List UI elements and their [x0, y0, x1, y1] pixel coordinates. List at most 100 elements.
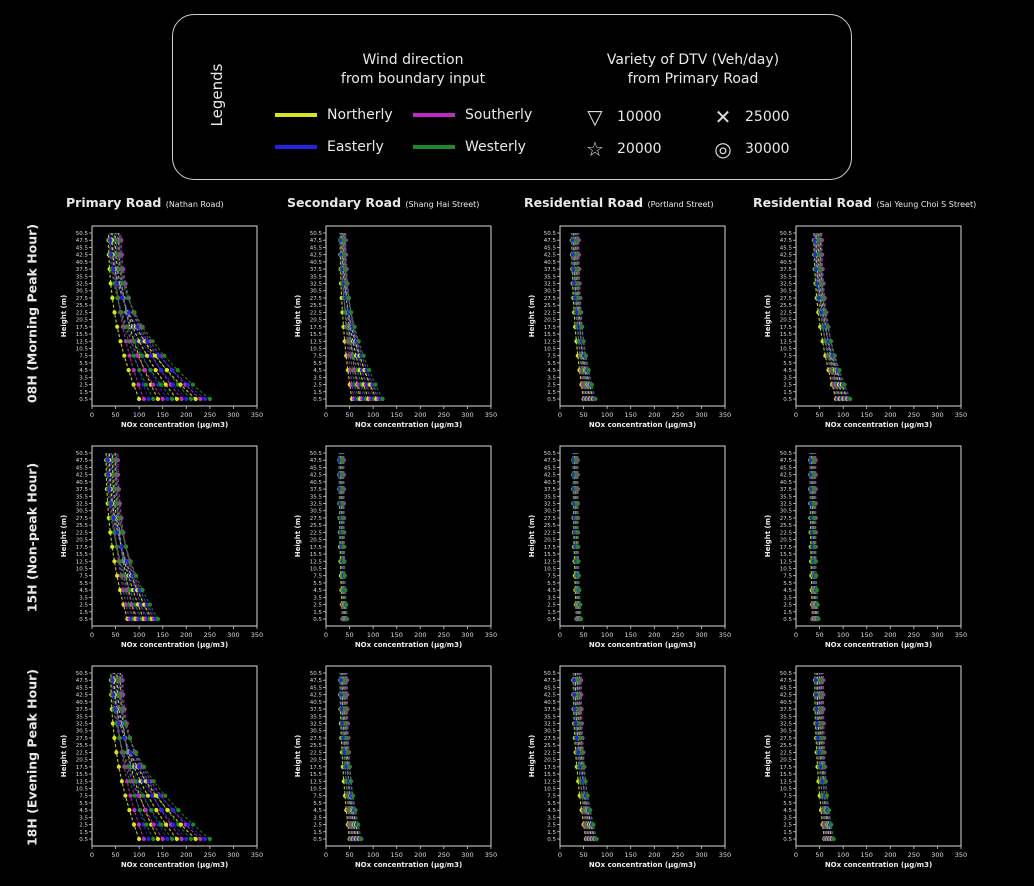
profile-marker — [108, 530, 113, 535]
y-tick-label: 4.5 — [313, 588, 322, 594]
profile-marker — [820, 295, 825, 301]
y-tick-label: 20.5 — [544, 758, 557, 764]
dtv-20000-label: 20000 — [617, 141, 662, 157]
y-tick-label: 47.5 — [76, 678, 89, 684]
profile-marker — [114, 238, 119, 243]
profile-marker — [341, 530, 346, 535]
profile-marker — [151, 382, 156, 387]
profile-marker — [111, 472, 116, 477]
profile-marker — [339, 707, 344, 712]
y-tick-label: 35.5 — [76, 714, 89, 720]
y-tick-label: 5.5 — [313, 801, 322, 807]
y-tick-label: 2.5 — [313, 823, 322, 829]
y-tick-label: 15.5 — [310, 772, 323, 778]
x-tick-label: 200 — [414, 851, 426, 859]
x-axis-label: NOx concentration (μg/m3) — [825, 861, 932, 869]
legend-item-southerly: Southerly — [413, 107, 532, 123]
profile-marker — [581, 764, 586, 769]
profile-marker — [576, 559, 581, 564]
x-tick-label: 100 — [133, 631, 145, 639]
x-tick-label: 250 — [438, 411, 450, 419]
y-tick-label: 35.5 — [780, 274, 793, 280]
profile-marker — [127, 735, 132, 741]
y-axis-label: Height (m) — [294, 515, 302, 557]
profile-marker — [356, 822, 361, 827]
y-tick-label: 3.5 — [547, 815, 556, 821]
profile-marker — [572, 707, 578, 712]
panel-frame — [325, 445, 492, 627]
y-tick-label: 32.5 — [780, 282, 793, 288]
profile-marker — [131, 368, 136, 373]
y-tick-label: 12.5 — [780, 339, 793, 345]
panel-0-0: 0 50 100 150 200 250 300 350 0.51.52.5 3.54.55.57… — [60, 225, 263, 429]
panel-0-3: 0 50 100 150 200 250 300 350 0.51.52.5 3.54.55.57… — [764, 225, 967, 429]
y-tick-label: 20.5 — [544, 538, 557, 544]
profile-line — [108, 232, 173, 400]
x-tick-label: 200 — [648, 411, 660, 419]
profile-marker — [570, 252, 576, 257]
y-tick-label: 32.5 — [780, 502, 793, 508]
profile-marker — [349, 310, 354, 315]
y-tick-label: 37.5 — [544, 707, 557, 713]
y-tick-label: 50.5 — [780, 671, 793, 677]
profile-marker — [574, 252, 579, 257]
profile-marker — [574, 515, 579, 521]
profile-line — [120, 232, 183, 400]
profile-marker — [588, 808, 593, 813]
dtv-30000-label: 30000 — [745, 141, 790, 157]
y-tick-label: 32.5 — [544, 502, 557, 508]
y-tick-label: 1.5 — [783, 610, 792, 616]
profile-marker — [342, 573, 347, 578]
profile-marker — [572, 281, 577, 286]
x-tick-label: 150 — [625, 851, 637, 859]
y-tick-label: 35.5 — [310, 714, 323, 720]
y-tick-label: 2.5 — [783, 383, 792, 389]
profile-marker — [343, 588, 348, 593]
y-tick-label: 42.5 — [780, 473, 793, 479]
profile-marker — [347, 764, 352, 769]
profile-marker — [341, 735, 346, 741]
profile-marker — [572, 678, 577, 683]
x-tick-label: 200 — [180, 851, 192, 859]
x-tick-label: 350 — [485, 851, 497, 859]
y-tick-label: 3.5 — [313, 375, 322, 381]
profile-marker — [570, 238, 575, 243]
profile-marker — [339, 678, 344, 683]
x-axis-label: NOx concentration (μg/m3) — [355, 641, 462, 649]
y-tick-label: 20.5 — [310, 318, 323, 324]
x-tick-label: 100 — [601, 851, 613, 859]
y-tick-label: 10.5 — [76, 786, 89, 792]
profile-marker — [817, 750, 822, 755]
profile-marker — [380, 396, 385, 402]
y-tick-label: 7.5 — [79, 354, 88, 360]
profile-marker — [119, 544, 124, 549]
profile-marker — [585, 793, 590, 798]
profile-marker — [119, 707, 124, 712]
y-axis-label: Height (m) — [60, 735, 68, 777]
profile-marker — [108, 281, 113, 286]
profile-marker — [188, 836, 194, 842]
profile-marker — [576, 750, 581, 755]
y-tick-label: 32.5 — [780, 722, 793, 728]
profile-marker — [128, 793, 133, 798]
y-tick-label: 4.5 — [313, 808, 322, 814]
y-tick-label: 45.5 — [544, 465, 557, 471]
column-subtitle-text: (Sai Yeung Choi S Street) — [876, 200, 977, 209]
panel-2-0: 0 50 100 150 200 250 300 350 0.51.52.5 3.54.55.57… — [60, 665, 263, 869]
y-tick-label: 20.5 — [780, 538, 793, 544]
y-tick-label: 12.5 — [310, 339, 323, 345]
profile-marker — [574, 267, 579, 272]
profile-marker — [132, 793, 137, 798]
y-axis-label: Height (m) — [294, 735, 302, 777]
y-tick-label: 27.5 — [780, 736, 793, 742]
profile-marker — [170, 368, 175, 373]
y-tick-label: 25.5 — [76, 743, 89, 749]
y-tick-label: 12.5 — [780, 559, 793, 565]
x-axis-label: NOx concentration (μg/m3) — [121, 641, 228, 649]
y-tick-label: 35.5 — [780, 494, 793, 500]
x-tick-label: 300 — [227, 851, 239, 859]
profile-marker — [811, 487, 816, 492]
y-tick-label: 45.5 — [310, 245, 323, 251]
panel-frame — [795, 445, 962, 627]
y-tick-label: 37.5 — [310, 267, 323, 273]
